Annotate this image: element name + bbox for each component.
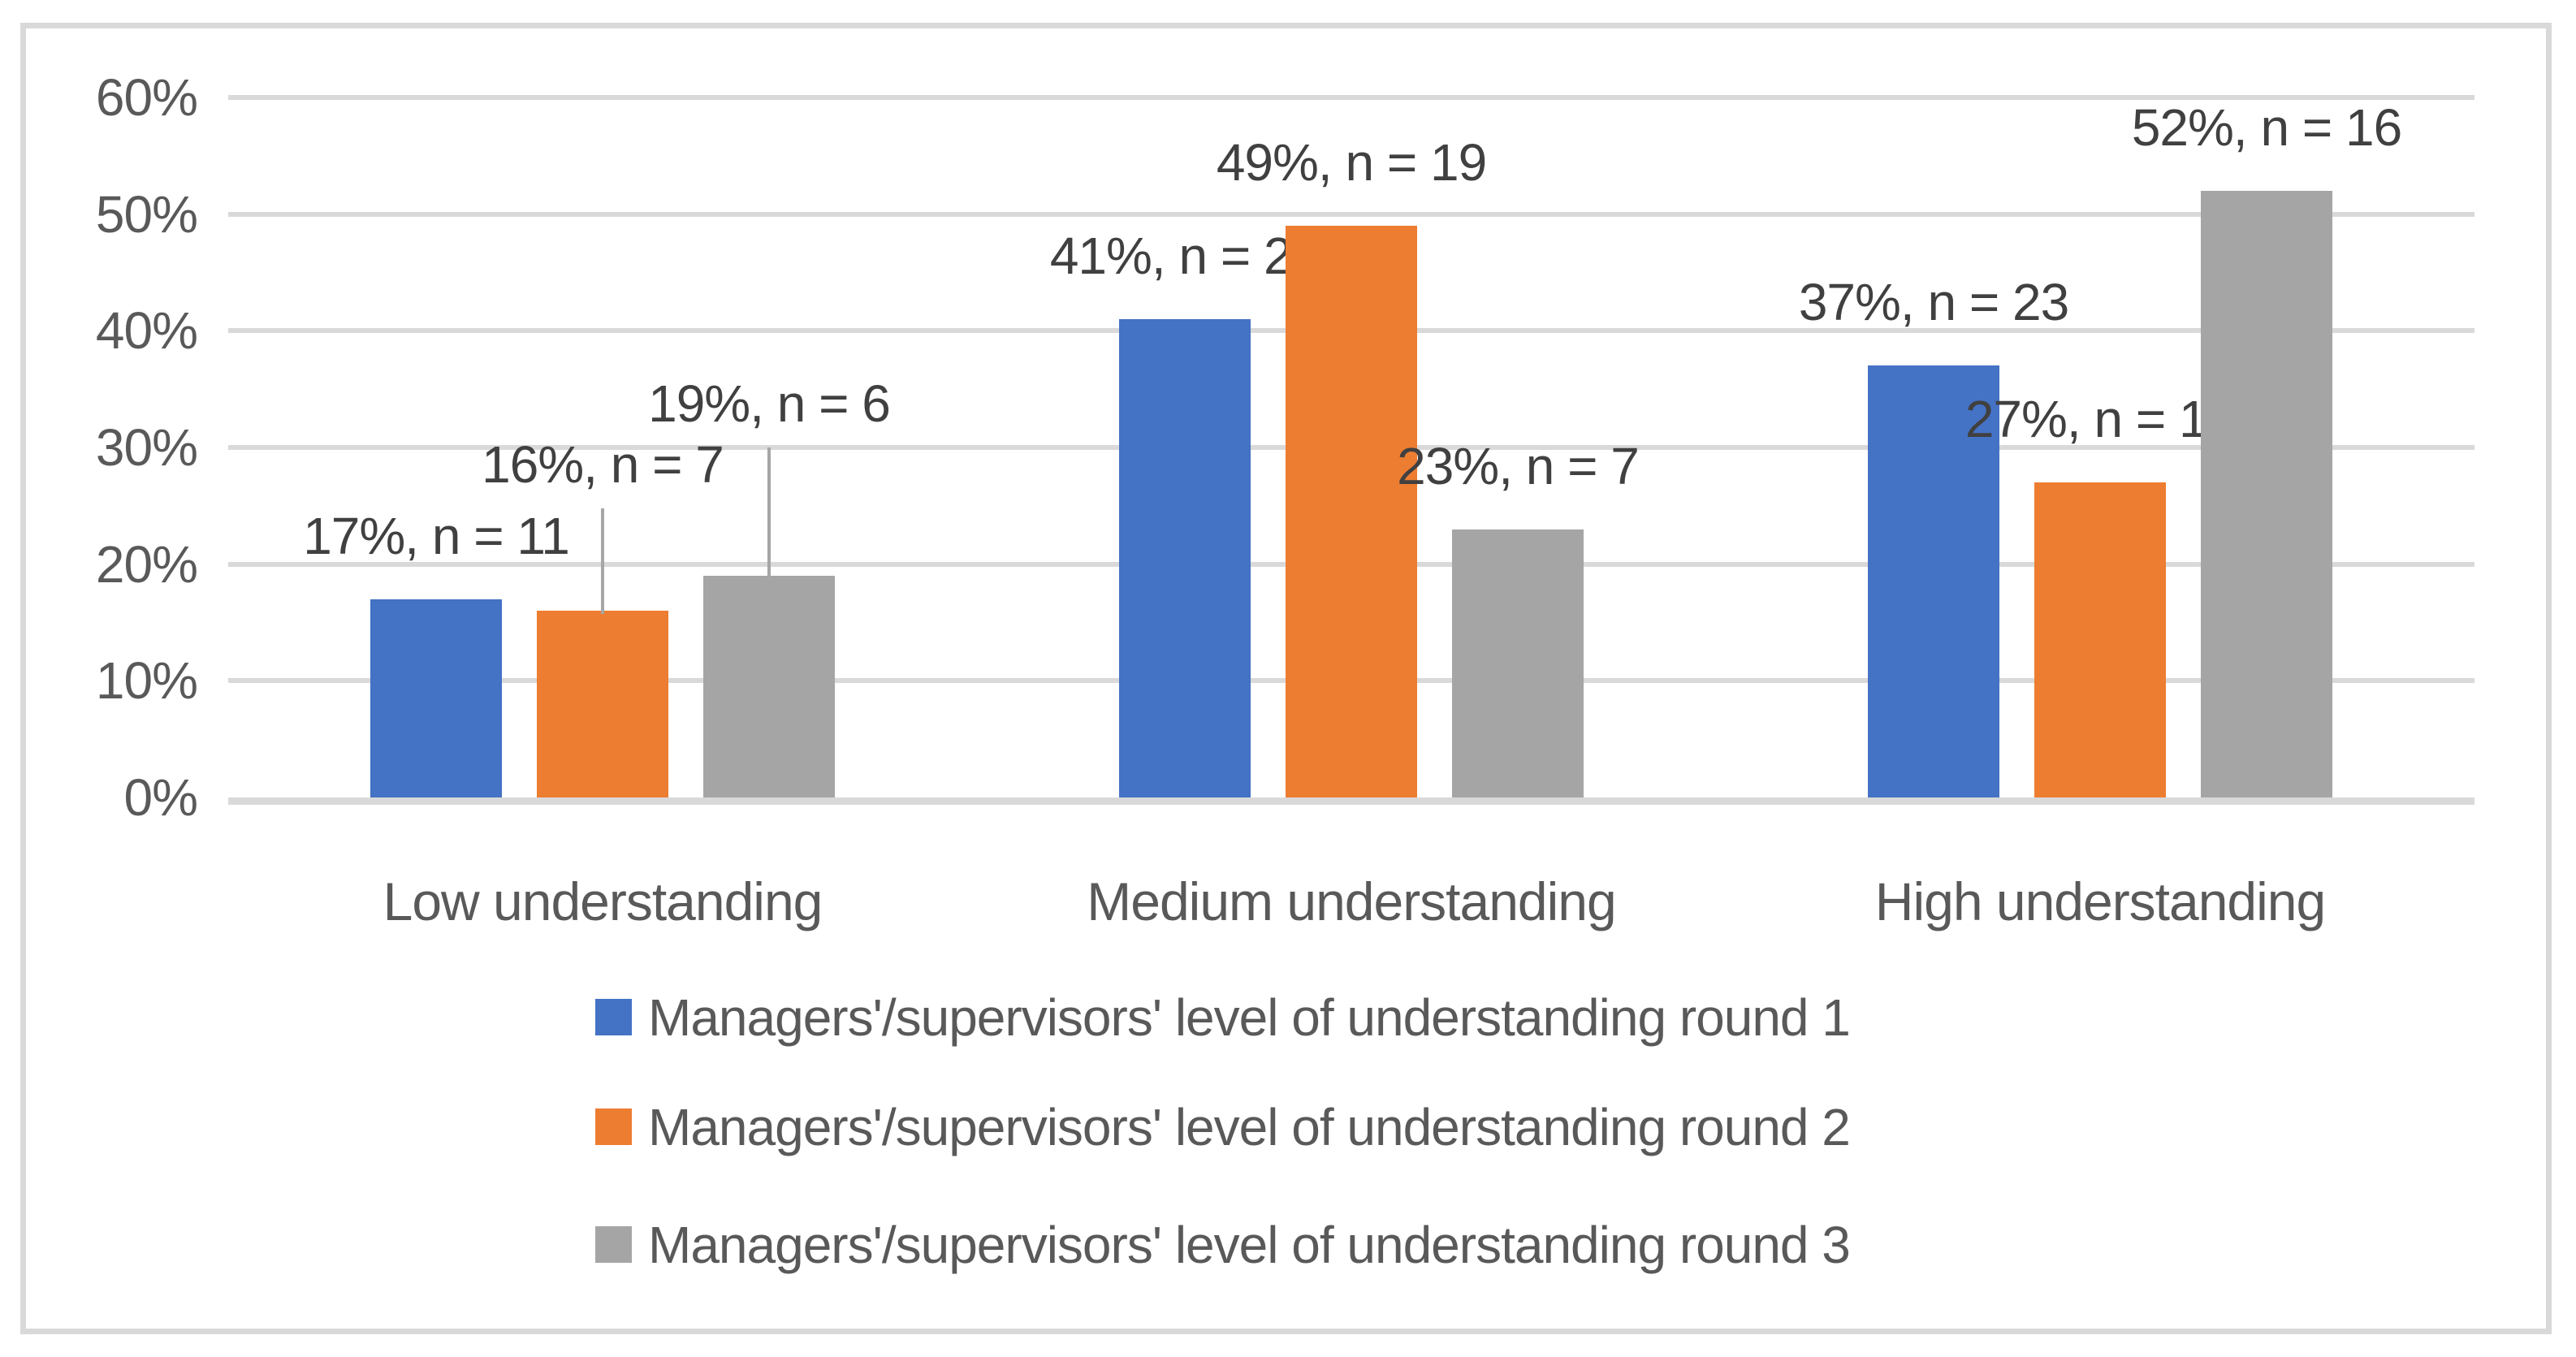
y-tick-label: 10% [95,651,198,711]
bar [1452,529,1584,797]
data-label: 41%, n = 26 [1049,226,1320,285]
data-label: 19%, n = 6 [648,374,891,434]
plot-area: 60% 50% 40% 30% 20% 10% 0% 17%, n = 11 41%, n = … [26,28,2546,1329]
gridline [228,95,2474,100]
legend-swatch [595,999,632,1035]
data-label: 27%, n = 10 [1964,390,2236,449]
bar [1286,226,1417,797]
data-label: 52%, n = 16 [2131,97,2402,157]
y-tick-label: 60% [95,68,198,127]
y-tick-label: 40% [95,301,198,361]
y-tick-label: 30% [95,418,198,477]
legend-item: Managers'/supervisors' level of understa… [595,1101,1851,1153]
data-label: 49%, n = 19 [1216,133,1487,192]
bar [537,611,668,797]
bar [2034,482,2166,797]
data-label: 37%, n = 23 [1798,273,2069,332]
y-tick-label: 50% [95,184,198,244]
x-category-label: Medium understanding [1087,871,1616,931]
bar [1868,365,1999,797]
bar [2201,190,2332,797]
legend-swatch [595,1226,632,1263]
data-label: 23%, n = 7 [1397,436,1640,495]
y-tick-label: 0% [123,768,199,827]
data-label: 17%, n = 11 [303,506,570,565]
legend-item: Managers'/supervisors' level of understa… [595,992,1851,1044]
legend-label: Managers'/supervisors' level of understa… [648,987,1851,1047]
y-tick-label: 20% [95,534,198,594]
leader-line [601,508,604,615]
legend-label: Managers'/supervisors' level of understa… [648,1097,1851,1156]
data-label: 16%, n = 7 [482,435,724,495]
chart-frame: 60% 50% 40% 30% 20% 10% 0% 17%, n = 11 41%, n = … [20,23,2552,1334]
x-category-label: High understanding [1874,871,2326,931]
x-axis-line [228,797,2474,805]
legend-swatch [595,1109,632,1145]
legend-label: Managers'/supervisors' level of understa… [648,1215,1851,1274]
legend-item: Managers'/supervisors' level of understa… [595,1219,1851,1271]
bar [703,576,835,797]
leader-line [767,447,771,580]
bar [370,599,502,797]
gridline [228,211,2474,217]
bar [1119,318,1251,797]
x-category-label: Low understanding [383,871,823,931]
